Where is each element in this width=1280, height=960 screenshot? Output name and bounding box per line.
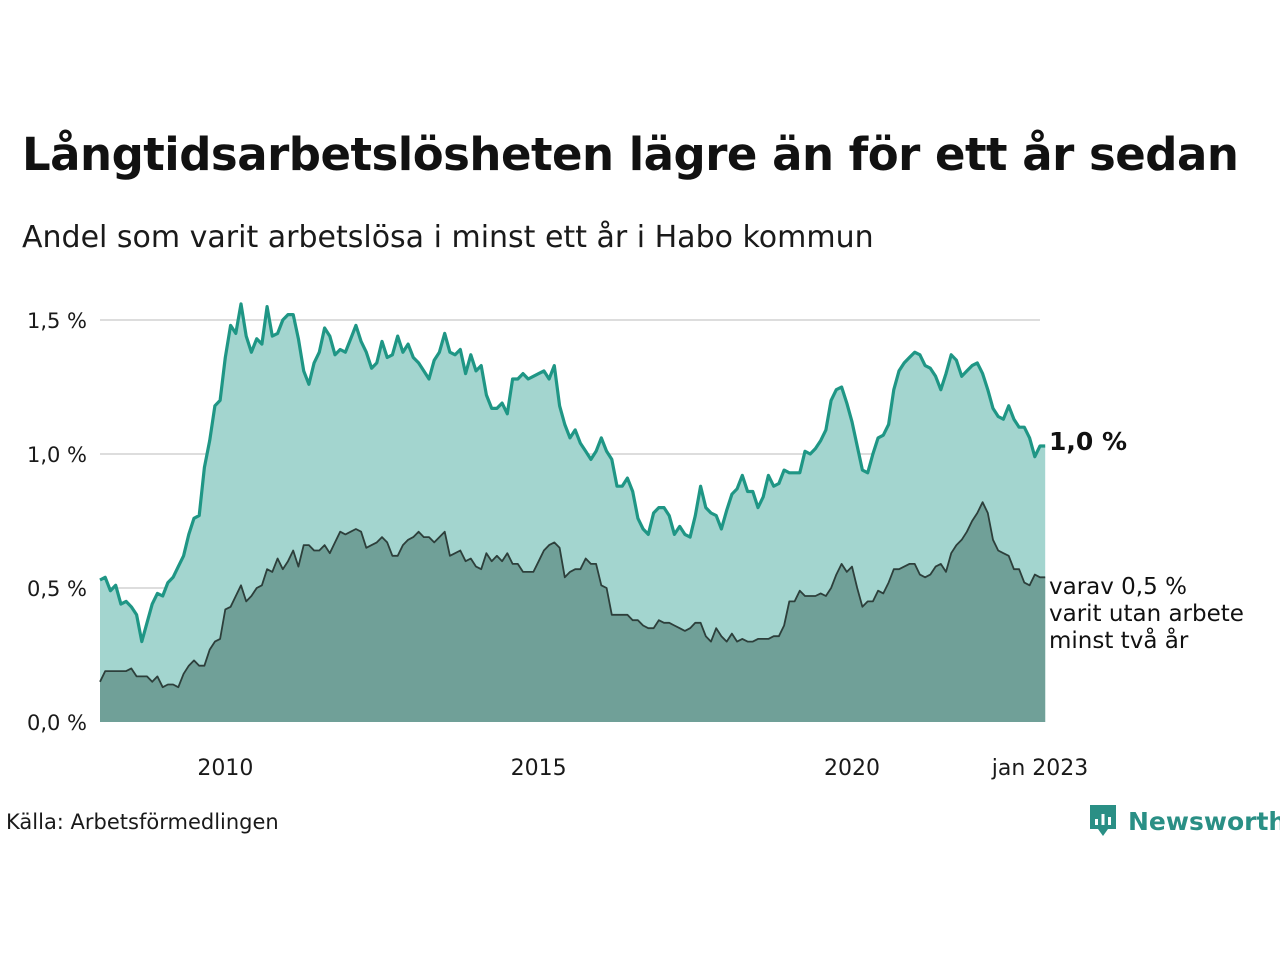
brand-logo: Newsworthy [1088, 803, 1280, 839]
area-two-year [100, 502, 1046, 722]
y-tick-label: 0,5 % [27, 577, 87, 601]
line-total [99, 302, 1046, 644]
x-tick-label: 2015 [511, 756, 567, 781]
series-labels: 1,0 % varav 0,5 % varit utan arbete minst t… [1049, 427, 1244, 654]
y-tick-label: 0,0 % [27, 711, 87, 735]
chart-areas [99, 302, 1046, 722]
series-label-total: 1,0 % [1049, 427, 1127, 456]
chart-title: Långtidsarbetslösheten lägre än för ett … [22, 128, 1239, 181]
x-tick-label: 2010 [197, 756, 253, 781]
series-label-line: varav 0,5 % [1049, 574, 1187, 600]
line-two-year [99, 501, 1046, 689]
series-label-two-year: varav 0,5 % varit utan arbete minst två år [1049, 574, 1244, 654]
x-axis-ticks: 2010 2015 2020 jan 2023 [197, 756, 1088, 781]
chart-subtitle: Andel som varit arbetslösa i minst ett å… [22, 220, 874, 255]
y-axis-ticks: 0,0 % 0,5 % 1,0 % 1,5 % [27, 309, 87, 735]
x-tick-label: jan 2023 [991, 756, 1089, 781]
brand-name: Newsworthy [1128, 806, 1280, 836]
x-tick-label: 2020 [824, 756, 880, 781]
y-tick-label: 1,5 % [27, 309, 87, 333]
source-note: Källa: Arbetsförmedlingen [6, 810, 279, 834]
y-tick-label: 1,0 % [27, 443, 87, 467]
newsworthy-logo-icon [1090, 805, 1116, 836]
series-label-line: minst två år [1049, 626, 1189, 654]
series-label-line: varit utan arbete [1049, 601, 1244, 627]
